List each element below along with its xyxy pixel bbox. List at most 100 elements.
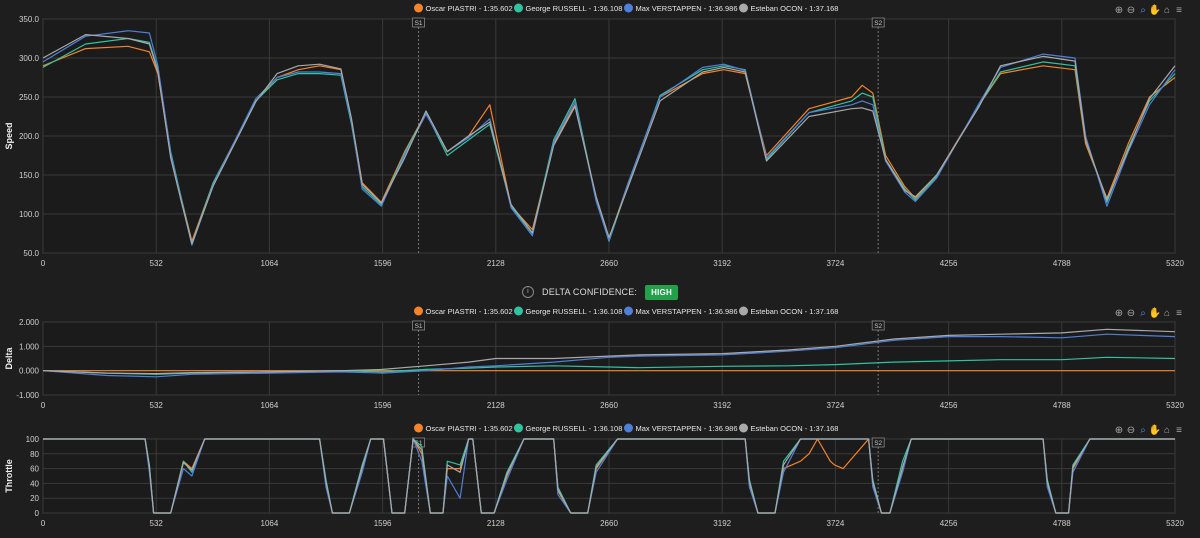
- y-tick-label: 100: [26, 435, 40, 444]
- x-tick-label: 2128: [487, 259, 505, 268]
- legend-marker[interactable]: [624, 306, 633, 316]
- sector-marker-label: S2: [874, 20, 882, 27]
- chart-toolbar: ⊕ ⊖ ⌕ ✋ ⌂ ≡: [1115, 423, 1182, 436]
- y-tick-label: 40: [30, 479, 39, 488]
- legend-marker[interactable]: [414, 3, 423, 13]
- legend-entry[interactable]: George RUSSELL - 1:36.108: [526, 307, 623, 316]
- menu-icon[interactable]: ≡: [1176, 425, 1182, 436]
- zoom-selection-icon[interactable]: ⌕: [1140, 5, 1146, 16]
- delta-confidence-badge: HIGH: [645, 284, 678, 300]
- legend-marker[interactable]: [739, 423, 748, 433]
- y-tick-label: 150.0: [19, 171, 40, 180]
- x-tick-label: 3192: [713, 519, 731, 528]
- legend-entry[interactable]: Esteban OCON - 1:37.168: [751, 4, 839, 13]
- y-axis-label: Throttle: [4, 459, 14, 493]
- x-tick-label: 2660: [600, 401, 618, 410]
- x-tick-label: 1064: [261, 259, 279, 268]
- x-tick-label: 532: [150, 259, 164, 268]
- pan-icon[interactable]: ✋: [1149, 3, 1161, 16]
- y-tick-label: 200.0: [19, 132, 40, 141]
- x-tick-label: 2660: [600, 259, 618, 268]
- x-tick-label: 4256: [940, 259, 958, 268]
- zoom-out-icon[interactable]: ⊖: [1127, 308, 1135, 319]
- y-axis-label: Delta: [4, 347, 14, 370]
- zoom-in-icon[interactable]: ⊕: [1115, 308, 1123, 319]
- series-line-3: [42, 34, 1176, 245]
- sector-marker-label: S1: [415, 20, 423, 27]
- zoom-selection-icon[interactable]: ⌕: [1140, 425, 1146, 436]
- x-tick-label: 1064: [261, 519, 279, 528]
- info-icon[interactable]: i: [522, 286, 535, 298]
- menu-icon[interactable]: ≡: [1176, 5, 1182, 16]
- reset-home-icon[interactable]: ⌂: [1164, 425, 1170, 436]
- legend-marker[interactable]: [739, 306, 748, 316]
- legend-marker[interactable]: [414, 306, 423, 316]
- x-tick-label: 532: [150, 519, 164, 528]
- pan-icon[interactable]: ✋: [1149, 423, 1161, 436]
- reset-home-icon[interactable]: ⌂: [1164, 308, 1170, 319]
- zoom-out-icon[interactable]: ⊖: [1127, 425, 1135, 436]
- legend-marker[interactable]: [624, 3, 633, 13]
- legend-entry[interactable]: Esteban OCON - 1:37.168: [751, 424, 839, 433]
- y-tick-label: 2.000: [19, 318, 40, 327]
- legend-marker[interactable]: [514, 306, 523, 316]
- x-tick-label: 1064: [261, 401, 279, 410]
- y-tick-label: 60: [30, 465, 39, 474]
- x-tick-label: 3192: [713, 401, 731, 410]
- x-tick-label: 532: [150, 401, 164, 410]
- x-tick-label: 2128: [487, 401, 505, 410]
- x-tick-label: 5320: [1166, 259, 1184, 268]
- zoom-out-icon[interactable]: ⊖: [1127, 5, 1135, 16]
- y-tick-label: 350.0: [19, 15, 40, 24]
- y-tick-label: 20: [30, 494, 39, 503]
- y-tick-label: 0.000: [19, 367, 40, 376]
- reset-home-icon[interactable]: ⌂: [1164, 5, 1170, 16]
- x-tick-label: 4256: [940, 519, 958, 528]
- pan-icon[interactable]: ✋: [1149, 306, 1161, 319]
- x-tick-label: 3724: [827, 259, 845, 268]
- legend-entry[interactable]: Max VERSTAPPEN - 1:36.986: [636, 307, 738, 316]
- legend-marker[interactable]: [624, 423, 633, 433]
- legend-marker[interactable]: [414, 423, 423, 433]
- x-tick-label: 3724: [827, 519, 845, 528]
- x-tick-label: 1596: [374, 259, 392, 268]
- legend-entry[interactable]: Esteban OCON - 1:37.168: [751, 307, 839, 316]
- y-tick-label: 0: [35, 509, 40, 518]
- legend-entry[interactable]: Max VERSTAPPEN - 1:36.986: [636, 4, 738, 13]
- legend-marker[interactable]: [514, 3, 523, 13]
- chart-panel-speed: 0 532 1064 1596 2128 2660 3192 3724 4256 4788 5320…: [4, 3, 1184, 268]
- x-tick-label: 3192: [713, 259, 731, 268]
- zoom-in-icon[interactable]: ⊕: [1115, 425, 1123, 436]
- y-tick-label: 100.0: [19, 210, 40, 219]
- legend-entry[interactable]: George RUSSELL - 1:36.108: [526, 424, 623, 433]
- legend: Oscar PIASTRI - 1:35.602 George RUSSELL -…: [414, 3, 839, 13]
- sector-marker-box: [412, 320, 425, 331]
- series-line-3: [42, 328, 1176, 375]
- x-tick-label: 4788: [1053, 401, 1071, 410]
- legend-entry[interactable]: Max VERSTAPPEN - 1:36.986: [636, 424, 738, 433]
- sector-marker-label: S1: [415, 323, 423, 330]
- x-tick-label: 5320: [1166, 519, 1184, 528]
- zoom-in-icon[interactable]: ⊕: [1115, 5, 1123, 16]
- zoom-selection-icon[interactable]: ⌕: [1140, 308, 1146, 319]
- chart-toolbar: ⊕ ⊖ ⌕ ✋ ⌂ ≡: [1115, 306, 1182, 319]
- legend-entry[interactable]: George RUSSELL - 1:36.108: [526, 4, 623, 13]
- y-tick-label: 50.0: [23, 249, 39, 258]
- legend-entry[interactable]: Oscar PIASTRI - 1:35.602: [426, 4, 513, 13]
- x-tick-label: 1596: [374, 401, 392, 410]
- x-tick-label: 0: [41, 259, 46, 268]
- legend-marker[interactable]: [739, 3, 748, 13]
- menu-icon[interactable]: ≡: [1176, 308, 1182, 319]
- y-tick-label: -1.000: [16, 391, 39, 400]
- y-tick-label: 80: [30, 450, 39, 459]
- legend-marker[interactable]: [514, 423, 523, 433]
- x-tick-label: 0: [41, 519, 46, 528]
- sector-marker-box: [412, 17, 425, 28]
- delta-confidence: i DELTA CONFIDENCE: HIGH: [0, 283, 1200, 301]
- y-tick-label: 250.0: [19, 93, 40, 102]
- legend: Oscar PIASTRI - 1:35.602 George RUSSELL -…: [414, 306, 839, 316]
- legend-entry[interactable]: Oscar PIASTRI - 1:35.602: [426, 307, 513, 316]
- legend-entry[interactable]: Oscar PIASTRI - 1:35.602: [426, 424, 513, 433]
- x-tick-label: 5320: [1166, 401, 1184, 410]
